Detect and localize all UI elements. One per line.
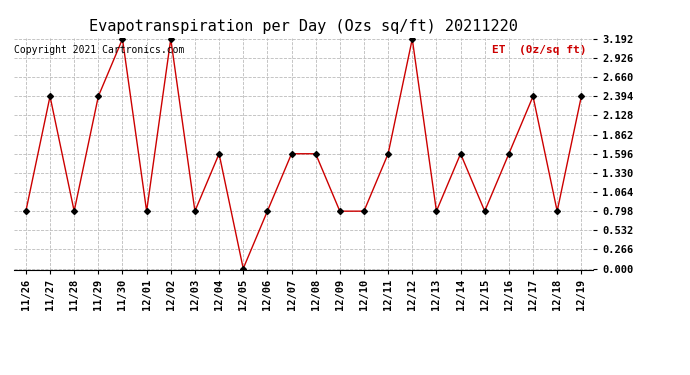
- Text: ET  (0z/sq ft): ET (0z/sq ft): [492, 45, 586, 55]
- Text: Evapotranspiration per Day (Ozs sq/ft) 20211220: Evapotranspiration per Day (Ozs sq/ft) 2…: [89, 19, 518, 34]
- Text: Copyright 2021 Cartronics.com: Copyright 2021 Cartronics.com: [14, 45, 184, 55]
